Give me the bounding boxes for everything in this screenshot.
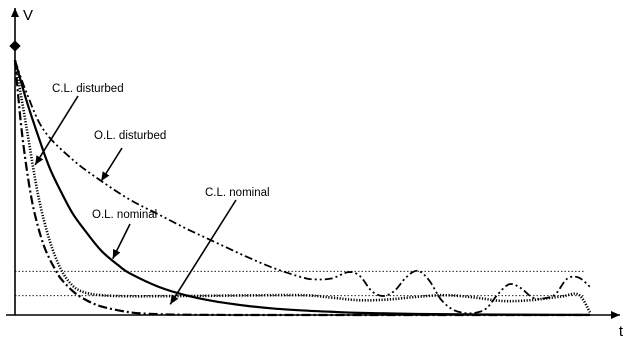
annotation-arrow-o-l-nominal — [112, 223, 131, 260]
annotation-c-l-nominal: C.L. nominal — [205, 187, 270, 199]
annotation-o-l-nominal: O.L. nominal — [92, 209, 157, 221]
annotation-arrow-o-l-disturbed — [100, 147, 123, 182]
annotation-arrow-c-l-nominal — [169, 199, 237, 305]
y-axis-label: V — [23, 7, 33, 24]
series-line-o-l-nominal — [13, 60, 590, 317]
annotation-o-l-disturbed: O.L. disturbed — [94, 130, 166, 142]
series-line-o-l-disturbed — [14, 60, 591, 315]
annotation-c-l-disturbed: C.L. disturbed — [52, 83, 124, 95]
series-line-c-l-nominal — [13, 60, 591, 316]
x-axis-label: t — [619, 323, 624, 340]
annotation-arrow-c-l-disturbed — [34, 95, 79, 166]
series-line-c-l-disturbed — [13, 60, 592, 314]
initial-point-marker — [9, 40, 21, 52]
